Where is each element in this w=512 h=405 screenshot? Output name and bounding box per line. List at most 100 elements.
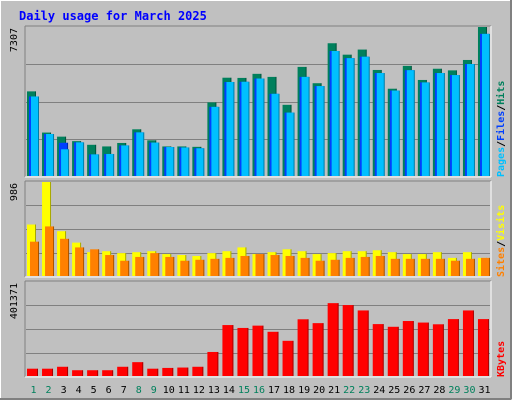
kbytes-bar bbox=[282, 340, 294, 376]
sites-bar bbox=[105, 255, 115, 276]
sites-bar bbox=[195, 259, 205, 276]
pages-bar bbox=[316, 86, 325, 176]
day-label: 7 bbox=[121, 385, 127, 396]
panel-top-legend-files: Files bbox=[495, 111, 507, 141]
kbytes-bar bbox=[267, 331, 279, 376]
day-labels: 1 2 3 4 5 6 7 8 9 10 11 12 13 14 15 16 17 18 19 20 21 22 23 24 2… bbox=[31, 385, 491, 396]
pages-bar bbox=[121, 145, 130, 176]
day-label: 26 bbox=[403, 385, 415, 396]
day-label: 16 bbox=[253, 385, 265, 396]
sites-bar bbox=[270, 255, 280, 276]
sites-bar bbox=[465, 258, 475, 276]
kbytes-bar bbox=[462, 310, 474, 376]
day-label: 24 bbox=[373, 385, 385, 396]
pages-bar bbox=[151, 142, 160, 176]
kbytes-bar bbox=[402, 321, 414, 376]
sites-bar bbox=[120, 260, 130, 276]
sites-bar bbox=[345, 257, 355, 276]
pages-bar bbox=[91, 154, 100, 176]
sites-bar bbox=[450, 260, 460, 276]
panel-middle-legend-visits: Visits bbox=[495, 205, 507, 241]
pages-bar bbox=[331, 51, 340, 176]
chart-panels: 7307Pages/Files/Hits986Sites/Visits40137… bbox=[9, 25, 507, 378]
kbytes-bar bbox=[57, 366, 69, 376]
day-label: 21 bbox=[328, 385, 340, 396]
pages-bar bbox=[46, 133, 55, 176]
kbytes-bar bbox=[477, 319, 489, 376]
pages-bar bbox=[466, 64, 475, 176]
sites-bar bbox=[30, 241, 39, 276]
kbytes-bar bbox=[27, 368, 38, 376]
kbytes-bar bbox=[237, 327, 249, 376]
panel-top-legend-pages: Pages bbox=[496, 147, 507, 177]
panel-top-legend-separator: / bbox=[496, 105, 507, 111]
sites-bar bbox=[315, 260, 325, 276]
panel-bottom-legend: KBytes bbox=[496, 341, 507, 377]
sites-bar bbox=[375, 255, 385, 276]
sites-bar bbox=[405, 258, 415, 276]
kbytes-bar bbox=[102, 370, 114, 376]
panel-bottom-max-label: 401371 bbox=[9, 283, 20, 319]
kbytes-bar bbox=[342, 305, 354, 376]
pages-bar bbox=[406, 70, 415, 176]
pages-bar bbox=[301, 76, 310, 176]
kbytes-bar bbox=[372, 324, 384, 376]
day-label: 5 bbox=[91, 385, 97, 396]
panel-bottom-legend-kbytes: KBytes bbox=[496, 341, 507, 377]
day-label: 12 bbox=[193, 385, 205, 396]
day-label: 31 bbox=[478, 385, 490, 396]
day-label: 30 bbox=[463, 385, 475, 396]
pages-bar bbox=[76, 142, 85, 176]
sites-bar bbox=[180, 260, 190, 276]
sites-bar bbox=[75, 247, 85, 276]
day-label: 10 bbox=[163, 385, 175, 396]
day-label: 18 bbox=[283, 385, 295, 396]
day-label: 19 bbox=[298, 385, 310, 396]
day-label: 14 bbox=[223, 385, 235, 396]
panel-middle-legend: Sites/Visits bbox=[495, 205, 507, 277]
kbytes-bar bbox=[357, 310, 369, 376]
panel-middle-legend-sites: Sites bbox=[495, 247, 507, 277]
pages-bar bbox=[451, 75, 460, 176]
sites-bar bbox=[330, 259, 340, 276]
kbytes-bar bbox=[387, 326, 399, 376]
kbytes-bar bbox=[327, 303, 339, 376]
pages-bar bbox=[346, 58, 355, 176]
sites-bar bbox=[45, 226, 55, 276]
kbytes-bar bbox=[147, 368, 159, 376]
day-label: 23 bbox=[358, 385, 370, 396]
sites-bar bbox=[90, 249, 100, 276]
day-label: 15 bbox=[238, 385, 250, 396]
sites-bar bbox=[435, 258, 445, 276]
pages-bar bbox=[421, 82, 430, 176]
pages-bar bbox=[106, 153, 115, 176]
pages-bar bbox=[361, 56, 370, 176]
pages-bar bbox=[31, 96, 39, 176]
kbytes-bar bbox=[417, 322, 429, 376]
sites-bar bbox=[165, 256, 175, 276]
kbytes-bar bbox=[72, 370, 84, 376]
panel-top-legend: Pages/Files/Hits bbox=[495, 81, 507, 177]
kbytes-bar bbox=[432, 324, 444, 376]
sites-bar bbox=[225, 257, 235, 276]
panel-top-legend-separator: / bbox=[496, 141, 507, 147]
kbytes-bar bbox=[192, 366, 204, 376]
panel-middle-legend-separator: / bbox=[496, 241, 507, 247]
pages-bar bbox=[436, 73, 445, 176]
day-label: 9 bbox=[151, 385, 157, 396]
day-label: 11 bbox=[178, 385, 190, 396]
day-label: 2 bbox=[46, 385, 52, 396]
day-label: 17 bbox=[268, 385, 280, 396]
kbytes-bar bbox=[117, 366, 129, 376]
pages-bar bbox=[181, 147, 190, 176]
pages-bar bbox=[271, 93, 280, 176]
pages-bar bbox=[241, 81, 250, 176]
day-label: 4 bbox=[76, 385, 82, 396]
sites-bar bbox=[360, 256, 370, 276]
pages-bar bbox=[61, 149, 70, 176]
pages-bar bbox=[391, 90, 400, 176]
sites-bar bbox=[240, 255, 250, 276]
pages-bar bbox=[226, 81, 235, 176]
